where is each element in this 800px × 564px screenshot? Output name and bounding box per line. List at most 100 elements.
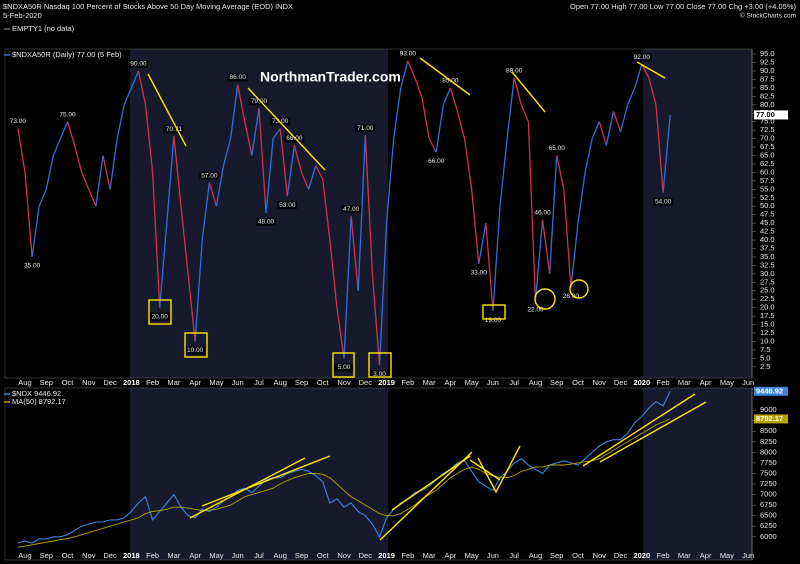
line-segment — [449, 87, 459, 112]
line-segment — [31, 206, 40, 258]
line-segment — [251, 108, 260, 156]
value-tag-label: 9446.92 — [756, 386, 783, 395]
line-segment — [59, 121, 69, 139]
y-tick-label: 60.0 — [760, 167, 775, 176]
x-tick-label: Mar — [423, 378, 436, 387]
x-tick-label: Mar — [167, 551, 180, 560]
x-tick-label: Jul — [254, 378, 264, 387]
line-segment — [463, 138, 473, 190]
x-tick-label: May — [465, 378, 479, 387]
x-tick-label: May — [209, 378, 223, 387]
line-segment — [619, 104, 629, 133]
y-tick-label: 7.5 — [760, 345, 770, 354]
value-label: 22.00 — [527, 307, 544, 314]
x-tick-label: Oct — [62, 551, 75, 560]
x-tick-label: Oct — [62, 378, 75, 387]
line-segment — [258, 108, 267, 214]
value-label-bg — [7, 117, 28, 126]
x-tick-label: May — [209, 551, 223, 560]
line-segment — [244, 121, 253, 156]
value-label-bg — [532, 208, 553, 217]
y-tick-label: 47.5 — [760, 210, 775, 219]
x-tick-label: Sep — [295, 551, 308, 560]
line-segment — [378, 223, 388, 366]
x-tick-label: 2019 — [378, 551, 395, 560]
value-label-bg — [546, 144, 567, 153]
x-tick-label: Apr — [445, 551, 457, 560]
y-tick-label: 17.5 — [760, 311, 775, 320]
value-label: 33.00 — [471, 269, 488, 276]
line-segment — [102, 155, 111, 190]
x-tick-label: Nov — [82, 378, 96, 387]
x-tick-label: 2020 — [633, 378, 650, 387]
y-tick-label: 67.5 — [760, 142, 775, 151]
y-tick-label: 20.0 — [760, 303, 775, 312]
y-tick-label: 8500 — [760, 426, 777, 435]
trend-line — [391, 455, 471, 511]
value-label: 19.00 — [485, 317, 502, 324]
value-label-bg — [128, 59, 149, 68]
line-segment — [343, 216, 352, 359]
value-label-bg — [149, 312, 170, 321]
line-segment — [66, 121, 76, 146]
x-tick-label: Aug — [274, 378, 287, 387]
highlight-box — [148, 299, 172, 325]
x-tick-label: Oct — [572, 551, 585, 560]
value-label-bg — [227, 73, 248, 82]
highlight-box — [332, 352, 355, 378]
line-segment — [527, 121, 537, 301]
x-tick-label: Feb — [401, 378, 414, 387]
value-label-bg — [248, 97, 269, 106]
x-tick-label: Jul — [509, 551, 519, 560]
x-tick-label: Aug — [18, 551, 31, 560]
line-segment — [641, 63, 650, 79]
line-segment — [371, 273, 381, 366]
line-segment — [499, 138, 508, 207]
value-tag — [754, 110, 788, 120]
x-tick-label: Sep — [295, 378, 308, 387]
line-segment — [393, 87, 402, 139]
x-tick-label: Jun — [487, 378, 499, 387]
y-tick-label: 5.0 — [760, 353, 770, 362]
trend-line — [582, 393, 696, 467]
y-tick-label: 82.5 — [760, 91, 775, 100]
value-label: 57.00 — [201, 172, 218, 179]
value-tag-label: 8792.17 — [756, 414, 783, 423]
x-tick-label: Sep — [40, 551, 53, 560]
line-segment — [81, 172, 90, 190]
y-tick-label: 70.0 — [760, 134, 775, 143]
line-segment — [187, 273, 196, 342]
y-tick-label: 22.5 — [760, 294, 775, 303]
value-label: 35.00 — [24, 263, 41, 270]
value-label-bg — [560, 292, 581, 301]
y-tick-label: 6750 — [760, 500, 777, 509]
line-segment — [300, 172, 310, 190]
line-segment — [627, 87, 636, 106]
x-tick-label: Mar — [423, 551, 436, 560]
y-tick-label: 8250 — [760, 437, 777, 446]
y-tick-label: 85.0 — [760, 83, 775, 92]
trend-line — [419, 57, 471, 96]
x-tick-label: Nov — [82, 551, 96, 560]
y-tick-label: 55.0 — [760, 184, 775, 193]
line-segment — [336, 307, 345, 359]
x-tick-label: May — [720, 378, 734, 387]
x-tick-label: 2019 — [378, 378, 395, 387]
y-tick-label: 72.5 — [760, 125, 775, 134]
value-label: 79.00 — [251, 98, 268, 105]
x-tick-label: 2020 — [633, 551, 650, 560]
trend-line — [201, 455, 331, 507]
line-segment — [541, 219, 551, 274]
y-tick-label: 30.0 — [760, 269, 775, 278]
line-segment — [385, 138, 395, 224]
line-segment — [123, 87, 132, 106]
x-tick-label: Feb — [146, 378, 159, 387]
value-label: 53.00 — [279, 202, 296, 209]
x-tick-label: Aug — [529, 378, 542, 387]
line-segment — [549, 155, 558, 274]
value-label: 86.00 — [230, 74, 247, 81]
line-segment — [229, 84, 239, 139]
y-tick-label: 6250 — [760, 521, 777, 530]
y-tick-label: 15.0 — [760, 320, 775, 329]
